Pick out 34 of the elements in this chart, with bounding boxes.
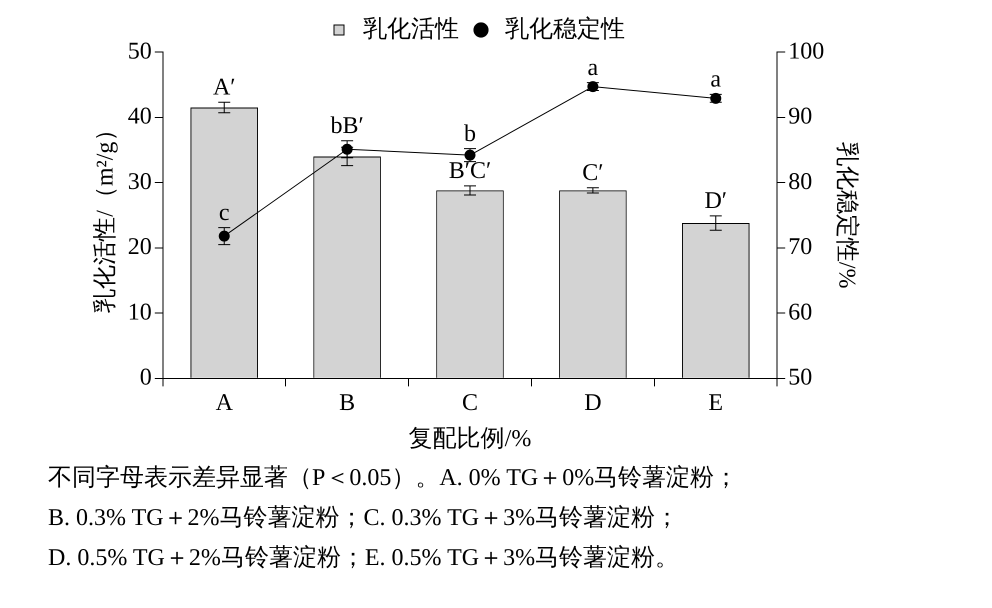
y-tick-label: 0 — [140, 364, 152, 391]
y2-tick-label: 90 — [788, 104, 812, 130]
annotation: bB′ — [330, 113, 364, 140]
y2-tick-label: 80 — [788, 168, 812, 195]
x-axis-title: 复配比例/% — [408, 426, 532, 452]
annotation: a — [588, 54, 599, 81]
y-tick-label: 40 — [128, 104, 152, 130]
annotation: D′ — [704, 188, 728, 214]
x-tick-label: D — [584, 390, 602, 416]
y-tick-label: 30 — [128, 168, 152, 195]
annotation: C′ — [582, 160, 604, 186]
y-tick-label: 20 — [128, 234, 152, 260]
y-tick-label: 10 — [128, 299, 152, 326]
annotation: b — [464, 120, 476, 147]
y2-tick-label: 100 — [788, 38, 824, 64]
annotation: A′ — [212, 74, 236, 101]
y2-axis-title: 乳化稳定性/% — [833, 142, 860, 289]
legend-label: 乳化稳定性 — [505, 15, 625, 42]
text: D. 0.5% TG＋2%马铃薯淀粉；E. 0.5% TG＋3%马铃薯淀粉。 — [48, 544, 680, 573]
y2-tick-label: 60 — [788, 299, 812, 326]
annotation: c — [218, 200, 230, 226]
text: 不同字母表示差异显著（P＜0.05）。A. 0% TG＋0%马铃薯淀粉； — [48, 464, 740, 493]
annotation: B′C′ — [448, 158, 492, 184]
y-tick-label: 50 — [128, 38, 152, 64]
x-tick-label: C — [462, 390, 478, 416]
y-axis-title: 乳化活性/（m²/g） — [92, 118, 119, 313]
y2-tick-label: 50 — [788, 364, 812, 391]
x-tick-label: E — [708, 390, 724, 416]
annotation: a — [710, 66, 722, 93]
x-tick-label: A — [216, 390, 234, 416]
x-tick-label: B — [339, 390, 356, 416]
text: B. 0.3% TG＋2%马铃薯淀粉；C. 0.3% TG＋3%马铃薯淀粉； — [48, 504, 680, 533]
y2-tick-label: 70 — [788, 234, 812, 260]
legend-label: 乳化活性 — [363, 16, 459, 42]
